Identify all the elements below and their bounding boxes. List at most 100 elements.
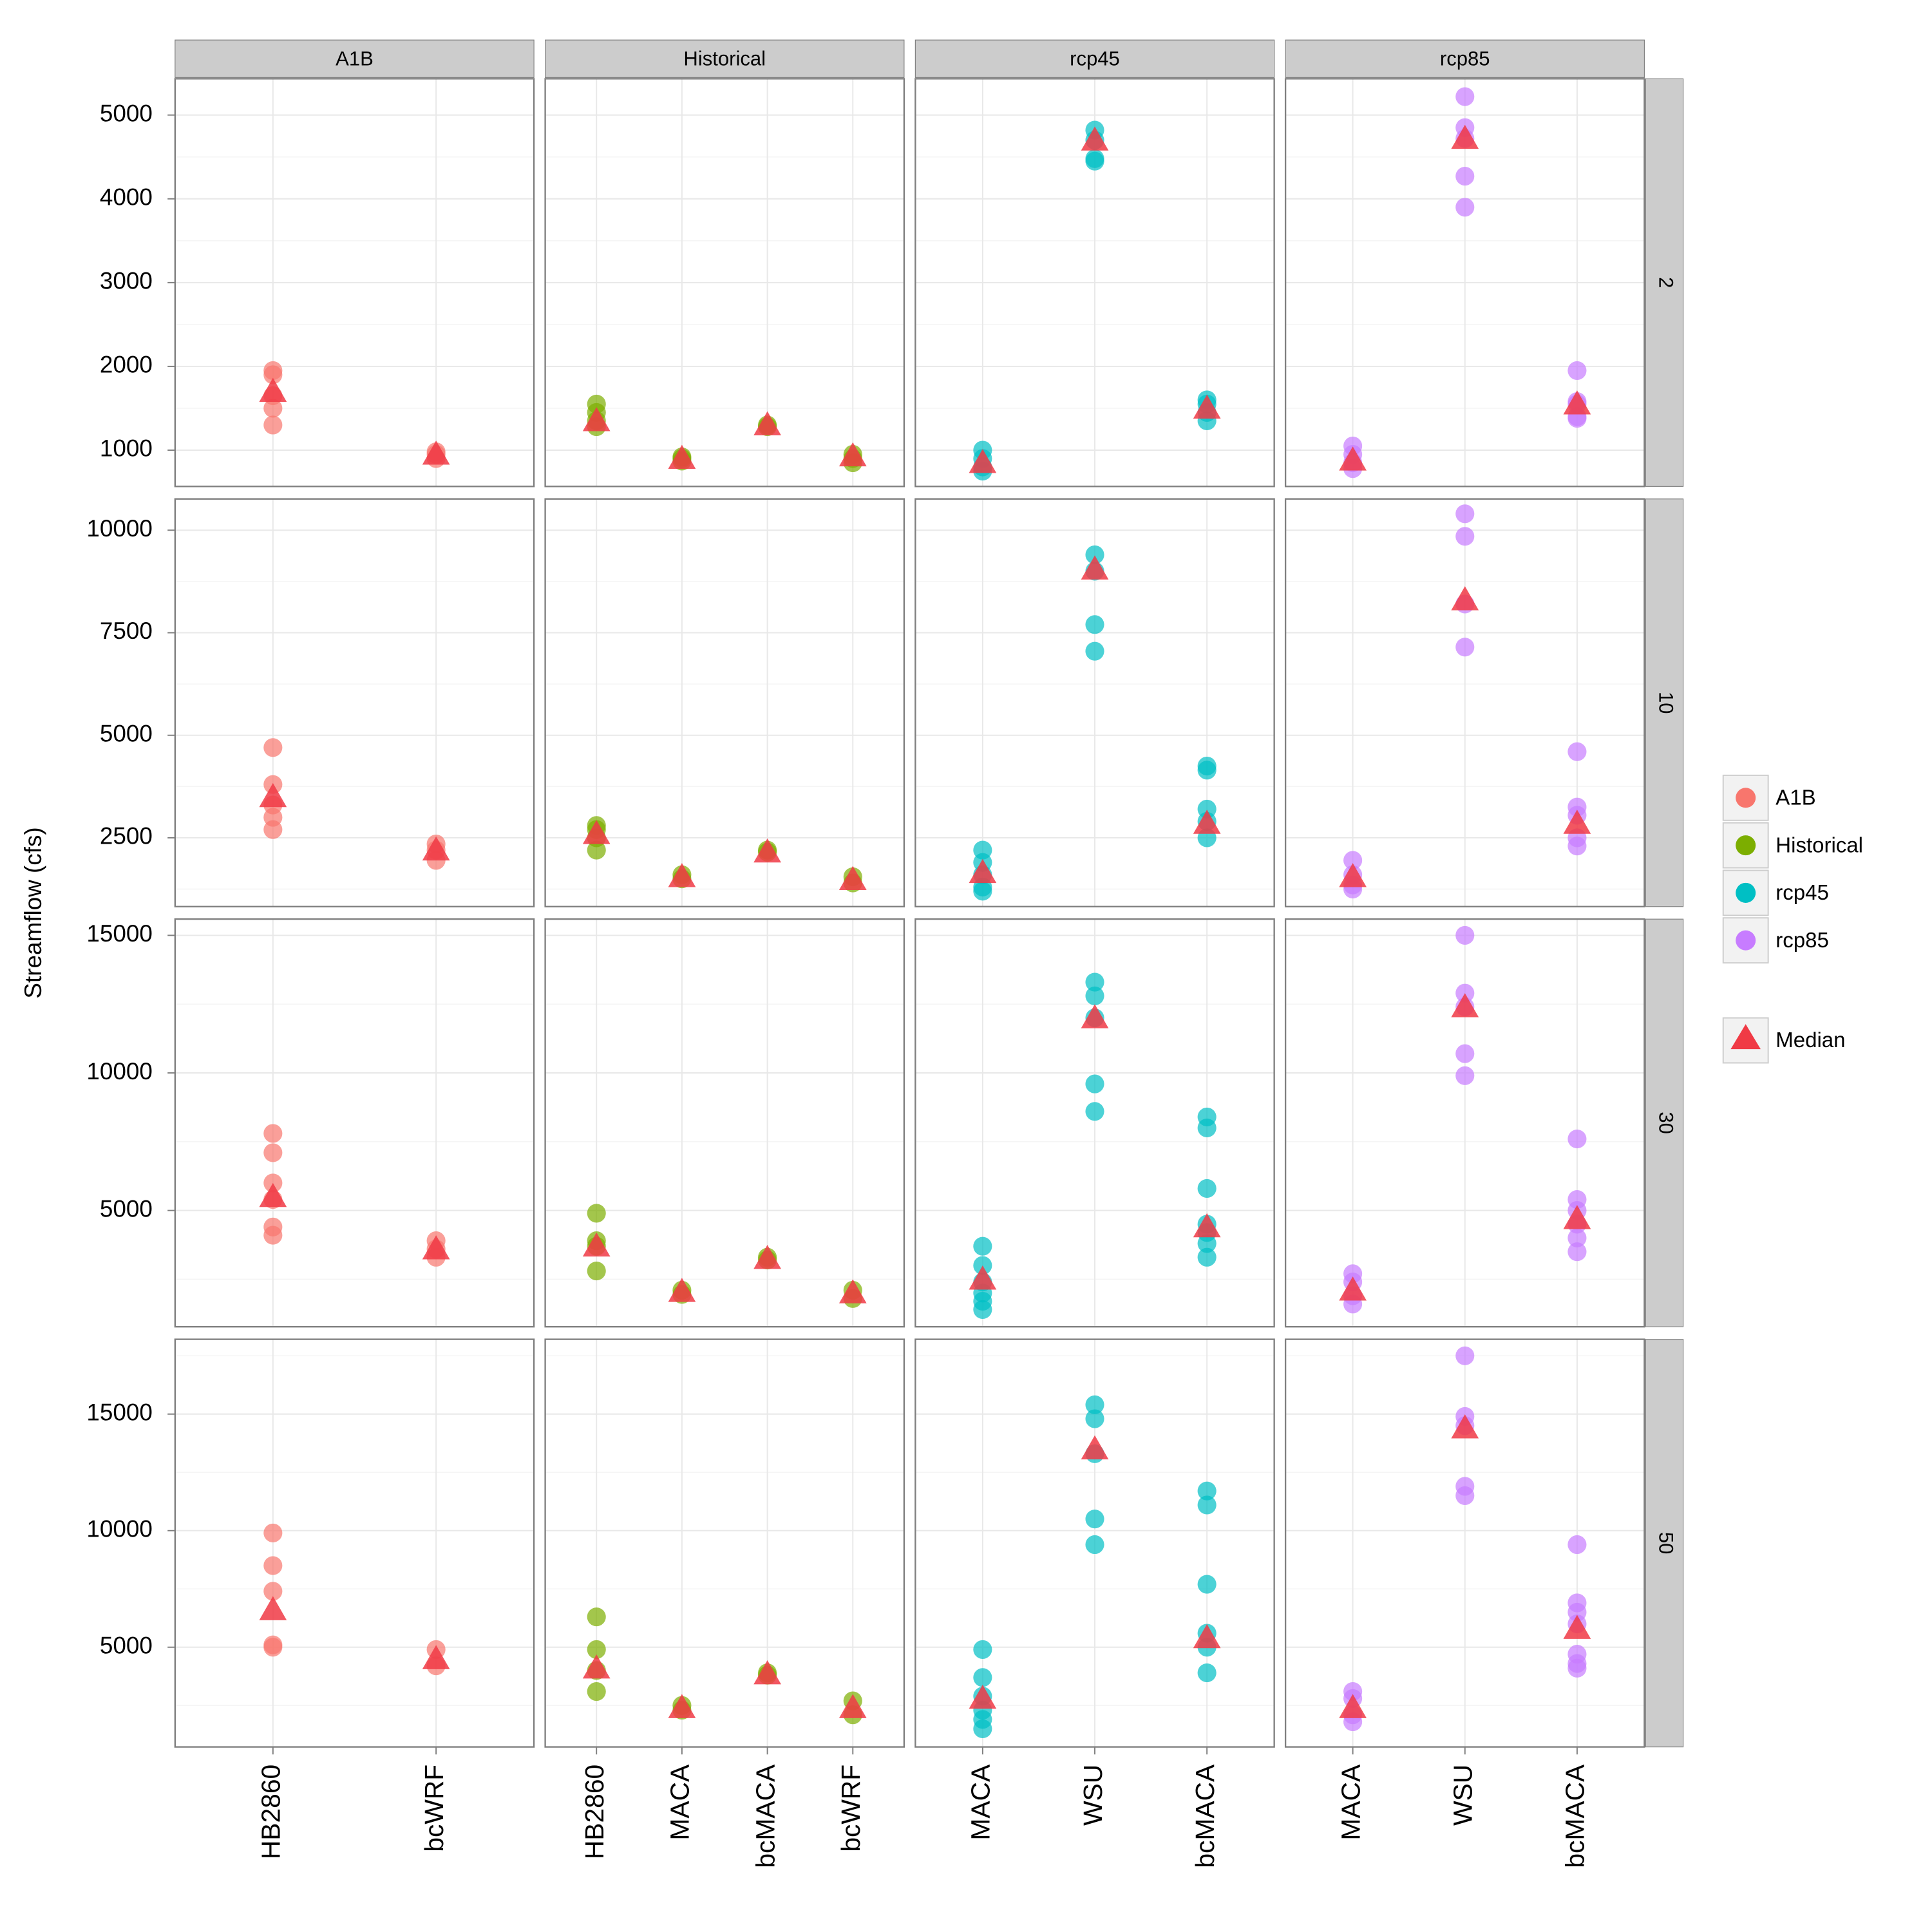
point bbox=[587, 1204, 606, 1223]
point bbox=[1085, 615, 1104, 634]
strip-label: 10 bbox=[1654, 692, 1677, 714]
median-marker bbox=[1563, 390, 1591, 415]
strip bbox=[1645, 78, 1684, 487]
point bbox=[263, 399, 283, 418]
y-tick-label: 10000 bbox=[86, 1058, 153, 1084]
legend-label: rcp45 bbox=[1776, 880, 1829, 904]
panel-border bbox=[914, 498, 1275, 907]
point bbox=[263, 1582, 283, 1601]
point bbox=[587, 840, 606, 860]
strip-label: 50 bbox=[1654, 1532, 1677, 1555]
point bbox=[1567, 1535, 1587, 1555]
y-tick-label: 15000 bbox=[86, 1399, 153, 1426]
median-marker bbox=[1081, 1004, 1109, 1028]
strip-label: 30 bbox=[1654, 1112, 1677, 1134]
y-tick-label: 7500 bbox=[100, 618, 153, 644]
point bbox=[973, 1256, 992, 1275]
median-marker bbox=[582, 1232, 611, 1257]
point bbox=[1567, 1658, 1587, 1678]
strip bbox=[1645, 498, 1684, 907]
point bbox=[587, 1640, 606, 1659]
median-marker bbox=[1451, 586, 1479, 611]
x-tick-label: MACA bbox=[966, 1764, 996, 1841]
panel-border bbox=[544, 498, 905, 907]
x-tick-label: MACA bbox=[1336, 1764, 1365, 1841]
y-tick-label: 3000 bbox=[100, 268, 153, 294]
strip-label: rcp85 bbox=[1440, 47, 1490, 70]
x-tick-label: WSU bbox=[1078, 1765, 1108, 1826]
point bbox=[263, 738, 283, 757]
point bbox=[1567, 1228, 1587, 1247]
point bbox=[1455, 925, 1475, 945]
median-marker bbox=[1339, 446, 1367, 471]
point bbox=[1567, 361, 1587, 380]
point bbox=[1085, 1074, 1104, 1094]
median-marker bbox=[582, 407, 611, 431]
point bbox=[1455, 198, 1475, 217]
median-marker bbox=[668, 1278, 696, 1302]
point bbox=[1567, 742, 1587, 761]
point bbox=[1085, 149, 1104, 168]
point bbox=[1455, 638, 1475, 657]
median-marker bbox=[668, 444, 696, 469]
y-tick-label: 1000 bbox=[100, 435, 153, 462]
strip bbox=[1645, 1339, 1684, 1748]
point bbox=[1567, 1129, 1587, 1149]
x-tick-label: bcWRF bbox=[419, 1765, 449, 1852]
median-marker bbox=[1339, 863, 1367, 887]
median-marker bbox=[422, 440, 450, 465]
median-marker bbox=[259, 1182, 287, 1208]
legend-swatch bbox=[1736, 882, 1756, 903]
legend-label: Historical bbox=[1776, 833, 1863, 857]
point bbox=[1455, 87, 1475, 106]
point bbox=[263, 1638, 283, 1657]
median-marker bbox=[1081, 555, 1109, 580]
y-tick-label: 4000 bbox=[100, 184, 153, 210]
y-tick-label: 5000 bbox=[100, 1633, 153, 1659]
panel-border bbox=[544, 1338, 905, 1748]
point bbox=[587, 1607, 606, 1627]
panel-border bbox=[174, 498, 535, 907]
median-marker bbox=[838, 1279, 867, 1303]
legend-swatch bbox=[1736, 930, 1756, 951]
strip bbox=[175, 39, 535, 78]
legend-label: A1B bbox=[1776, 785, 1815, 809]
median-marker bbox=[753, 411, 781, 436]
median-marker bbox=[259, 377, 287, 402]
y-tick-label: 2000 bbox=[100, 352, 153, 378]
strip bbox=[1285, 39, 1645, 78]
point bbox=[1085, 1510, 1104, 1529]
panel-border bbox=[914, 78, 1275, 488]
y-tick-label: 5000 bbox=[100, 720, 153, 746]
point bbox=[1085, 986, 1104, 1005]
panel-border bbox=[1284, 78, 1645, 488]
strip-label: 2 bbox=[1654, 277, 1677, 288]
point bbox=[1197, 1663, 1217, 1683]
point bbox=[1197, 1481, 1217, 1501]
median-marker bbox=[582, 1654, 611, 1679]
point bbox=[1455, 504, 1475, 524]
point bbox=[1085, 1395, 1104, 1414]
median-marker bbox=[969, 1685, 997, 1709]
point bbox=[973, 1719, 992, 1739]
x-tick-label: bcWRF bbox=[836, 1765, 866, 1852]
point bbox=[263, 1523, 283, 1542]
y-axis-label: Streamflow (cfs) bbox=[20, 827, 46, 998]
x-tick-label: WSU bbox=[1448, 1765, 1478, 1826]
point bbox=[1567, 1242, 1587, 1262]
point bbox=[973, 1236, 992, 1256]
point bbox=[1455, 1346, 1475, 1365]
median-marker bbox=[1339, 1276, 1367, 1301]
legend-label: rcp85 bbox=[1776, 928, 1829, 952]
median-marker bbox=[1339, 1694, 1367, 1718]
median-marker bbox=[668, 863, 696, 887]
panel-border bbox=[544, 78, 905, 488]
point bbox=[973, 1640, 992, 1659]
strip-label: A1B bbox=[336, 47, 374, 70]
point bbox=[263, 820, 283, 839]
y-tick-label: 5000 bbox=[100, 1195, 153, 1222]
y-tick-label: 10000 bbox=[86, 1516, 153, 1542]
median-marker bbox=[422, 1645, 450, 1669]
median-marker bbox=[969, 1265, 997, 1290]
point bbox=[263, 415, 283, 435]
